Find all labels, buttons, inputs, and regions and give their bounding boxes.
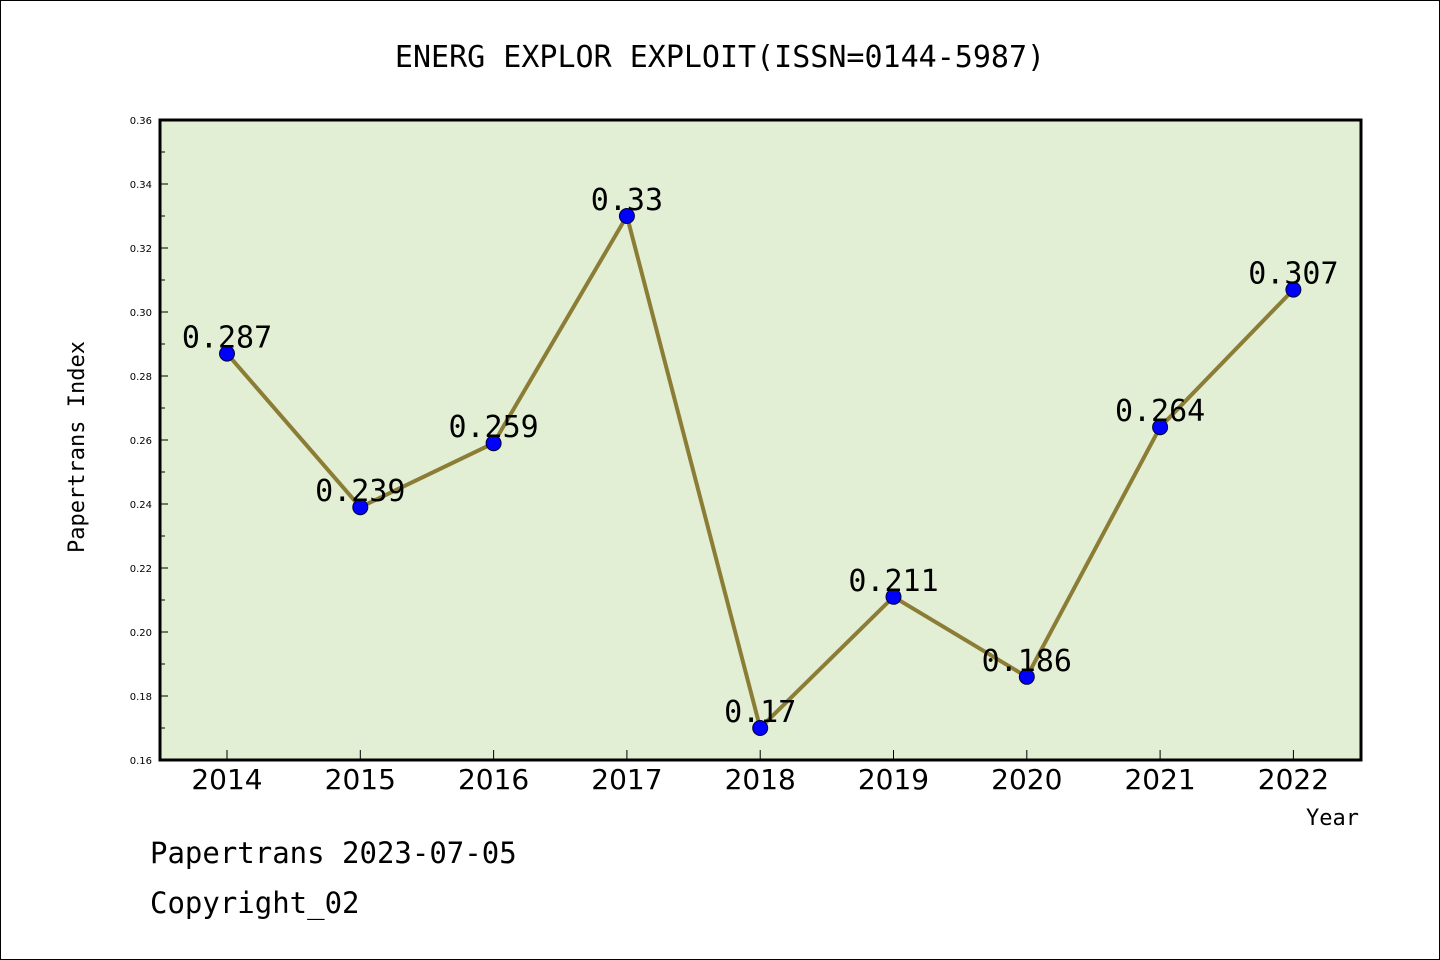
data-label: 0.211 (848, 564, 938, 599)
x-tick-label: 2014 (191, 763, 262, 796)
data-point (219, 345, 235, 362)
y-tick-label: 0.20 (130, 628, 152, 639)
y-axis: 0.16 0.18 0.20 0.22 0.24 0.26 0.28 0.30 0.32 0.34… (130, 116, 168, 767)
x-tick-label: 2022 (1258, 763, 1329, 796)
data-point (752, 720, 769, 736)
footer-date: Papertrans 2023-07-05 (150, 836, 517, 870)
y-tick-label: 0.28 (130, 372, 152, 383)
plot-area (158, 118, 1363, 762)
x-axis-label: Year (1306, 806, 1359, 831)
y-tick-label: 0.30 (130, 308, 152, 319)
data-label: 0.17 (724, 695, 796, 730)
x-tick-label: 2020 (991, 763, 1062, 796)
data-label: 0.287 (182, 321, 272, 356)
x-tick-label: 2016 (458, 763, 529, 796)
data-point (1152, 419, 1169, 436)
data-labels: 0.287 0.239 0.259 0.33 0.17 0.211 0.186 0.264 0.… (182, 183, 1339, 730)
x-tick-label: 2018 (725, 763, 796, 796)
data-label: 0.264 (1115, 394, 1205, 429)
data-point (352, 499, 369, 516)
data-point (885, 588, 902, 605)
y-tick-label: 0.16 (130, 756, 152, 767)
data-point (1285, 281, 1302, 298)
data-label: 0.239 (315, 474, 405, 509)
y-tick-label: 0.36 (130, 116, 152, 127)
x-axis: 2014 2015 2016 2017 2018 2019 2020 2021 2022 (191, 750, 1329, 796)
y-tick-label: 0.32 (130, 244, 152, 255)
data-label: 0.259 (448, 410, 538, 445)
y-axis-label: Papertrans Index (65, 341, 90, 553)
data-label: 0.186 (982, 644, 1072, 679)
x-tick-label: 2019 (858, 763, 929, 796)
x-tick-label: 2021 (1124, 763, 1195, 796)
data-point (1018, 668, 1035, 685)
data-point (618, 208, 635, 224)
data-label: 0.33 (591, 183, 663, 218)
y-tick-label: 0.24 (130, 500, 152, 511)
data-label: 0.307 (1248, 257, 1338, 292)
x-tick-label: 2015 (325, 763, 396, 796)
series (219, 208, 1302, 736)
y-tick-label: 0.22 (130, 564, 152, 575)
x-tick-label: 2017 (591, 763, 662, 796)
y-tick-label: 0.34 (130, 180, 152, 191)
chart-title: ENERG EXPLOR EXPLOIT(ISSN=0144-5987) (395, 40, 1045, 75)
y-tick-label: 0.26 (130, 436, 152, 447)
footer-copyright: Copyright_02 (150, 886, 360, 920)
data-point (485, 435, 502, 452)
y-tick-label: 0.18 (130, 692, 152, 703)
